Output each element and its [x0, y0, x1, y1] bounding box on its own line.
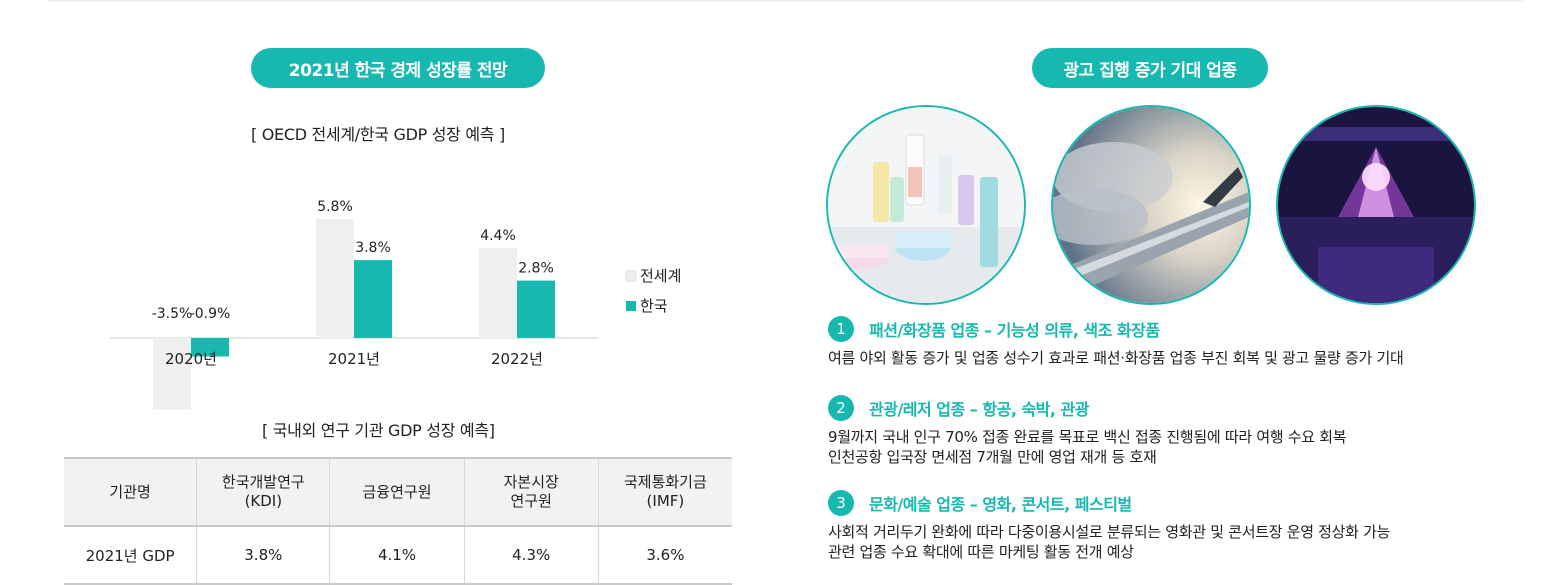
bar-korea-2021년	[354, 260, 392, 338]
growth-outlook-pill: 2021년 한국 경제 성장률 전망	[251, 48, 545, 88]
gdp-forecast-table: 기관명 한국개발연구 (KDI) 금융연구원 자본시장 연구원 국제통화기금 (IMF…	[64, 457, 732, 585]
sector-tourism: 2 관광/레저 업종 – 항공, 숙박, 관광 9월까지 국내 인구 70% 접종…	[828, 395, 1528, 467]
legend-label: 전세계	[640, 267, 681, 285]
data-label: 5.8%	[317, 199, 353, 215]
x-tick-label: 2021년	[328, 350, 380, 368]
sector-line: 관련 업종 수요 확대에 따른 마케팅 활동 전개 예상	[828, 543, 1134, 561]
legend-swatch-korea	[626, 301, 636, 311]
sector-title: 관광/레저 업종 – 항공, 숙박, 관광	[869, 400, 1090, 419]
bar-korea-2022년	[517, 280, 555, 338]
table-header-row: 기관명 한국개발연구 (KDI) 금융연구원 자본시장 연구원 국제통화기금 (IMF…	[64, 457, 732, 527]
row-label: 2021년 GDP	[64, 526, 198, 585]
x-tick-label: 2020년	[165, 350, 217, 368]
data-label: 3.8%	[355, 240, 391, 256]
table-subtitle: [ 국내외 연구 기관 GDP 성장 예측]	[262, 421, 495, 440]
sector-number-badge: 3	[828, 490, 854, 516]
cosmetics-photo	[826, 105, 1026, 305]
sector-title: 문화/예술 업종 – 영화, 콘서트, 페스티벌	[869, 495, 1132, 514]
sector-number-badge: 2	[828, 395, 854, 421]
cell-imf: 3.6%	[598, 526, 732, 585]
bar-world-2022년	[479, 247, 517, 338]
header-kif: 금융연구원	[329, 457, 465, 527]
data-label: 4.4%	[480, 228, 516, 244]
sector-number-badge: 1	[828, 316, 854, 342]
header-imf: 국제통화기금 (IMF)	[598, 457, 732, 527]
legend-label: 한국	[640, 297, 668, 315]
header-kcmi: 자본시장 연구원	[464, 457, 599, 527]
data-label: 2.8%	[518, 261, 554, 277]
data-label: -0.9%	[190, 306, 231, 322]
cell-kcmi: 4.3%	[464, 526, 599, 585]
sector-line: 사회적 거리두기 완화에 따라 다중이용시설로 분류되는 영화관 및 콘서트장 …	[828, 523, 1391, 541]
oecd-chart-subtitle: [ OECD 전세계/한국 GDP 성장 예측 ]	[251, 125, 505, 144]
airplane-photo	[1051, 105, 1251, 305]
top-divider	[48, 0, 1523, 2]
header-institution: 기관명	[64, 457, 198, 527]
gdp-bar-chart: -3.5%-0.9% 2020년 5.8% 3.8% 2021년 4.4% 2.8% 2022…	[110, 199, 681, 410]
cell-kdi: 3.8%	[196, 526, 331, 585]
sector-culture: 3 문화/예술 업종 – 영화, 콘서트, 페스티벌 사회적 거리두기 완화에 따…	[828, 490, 1528, 562]
legend-swatch-world	[625, 270, 637, 282]
ad-sectors-pill: 광고 집행 증가 기대 업종	[1032, 48, 1268, 88]
cell-kif: 4.1%	[329, 526, 465, 585]
sector-title: 패션/화장품 업종 – 기능성 의류, 색조 화장품	[869, 321, 1160, 340]
bar-world-2020년	[153, 338, 191, 410]
sector-line: 인천공항 입국장 면세점 7개월 만에 영업 재개 등 호재	[828, 448, 1157, 466]
sector-fashion: 1 패션/화장품 업종 – 기능성 의류, 색조 화장품 여름 야외 활동 증가 …	[828, 316, 1528, 368]
bar-korea-2020년	[191, 338, 229, 357]
sector-line: 여름 야외 활동 증가 및 업종 성수기 효과로 패션·화장품 업종 부진 회복…	[828, 349, 1404, 367]
sector-line: 9월까지 국내 인구 70% 접종 완료를 목표로 백신 접종 진행됨에 따라 …	[828, 428, 1347, 446]
bar-world-2021년	[316, 219, 354, 338]
data-label: -3.5%	[152, 306, 193, 322]
concert-photo	[1276, 105, 1476, 305]
x-tick-label: 2022년	[491, 350, 543, 368]
header-kdi: 한국개발연구 (KDI)	[196, 457, 331, 527]
table-row: 2021년 GDP 3.8% 4.1% 4.3% 3.6%	[64, 526, 732, 585]
